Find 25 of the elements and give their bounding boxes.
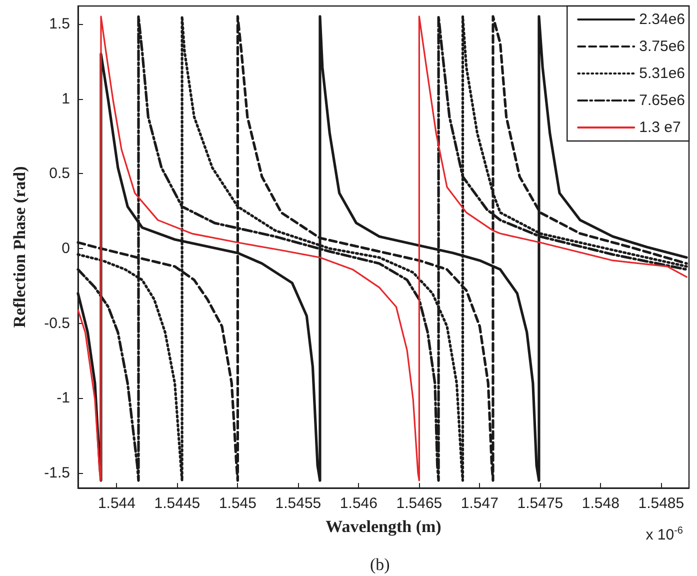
legend-label: 1.3 e7 xyxy=(639,119,681,136)
text: (b) xyxy=(370,555,390,574)
y-axis-title: Reflection Phase (rad) xyxy=(10,166,29,328)
x-tick-label: 1.547 xyxy=(460,495,498,512)
x-axis-title: Wavelength (m) xyxy=(326,517,442,536)
legend-label: 2.34e6 xyxy=(639,11,686,28)
y-tick-label: 1 xyxy=(62,90,70,108)
x-tick-label: 1.5455 xyxy=(275,495,322,512)
y-tick-label: -1 xyxy=(56,390,70,407)
x-tick-label: 1.5475 xyxy=(517,495,564,512)
x-tick-label: 1.548 xyxy=(582,495,620,512)
legend-label: 3.75e6 xyxy=(639,38,686,55)
x-tick-label: 1.544 xyxy=(98,495,136,512)
x-tick-label: 1.5485 xyxy=(638,495,684,512)
legend-label: 5.31e6 xyxy=(639,65,686,82)
x-tick-label: 1.545 xyxy=(218,495,256,512)
y-tick-label: 0.5 xyxy=(49,165,70,182)
y-tick-label: -1.5 xyxy=(44,464,70,482)
x-tick-label: 1.5465 xyxy=(396,495,442,512)
y-tick-label: 0 xyxy=(62,240,70,257)
x-tick-label: 1.5445 xyxy=(154,495,200,512)
legend-label: 7.65e6 xyxy=(639,92,686,109)
y-tick-label: 1.5 xyxy=(49,15,70,32)
y-tick-label: -0.5 xyxy=(44,314,70,332)
x-tick-label: 1.546 xyxy=(340,495,378,512)
